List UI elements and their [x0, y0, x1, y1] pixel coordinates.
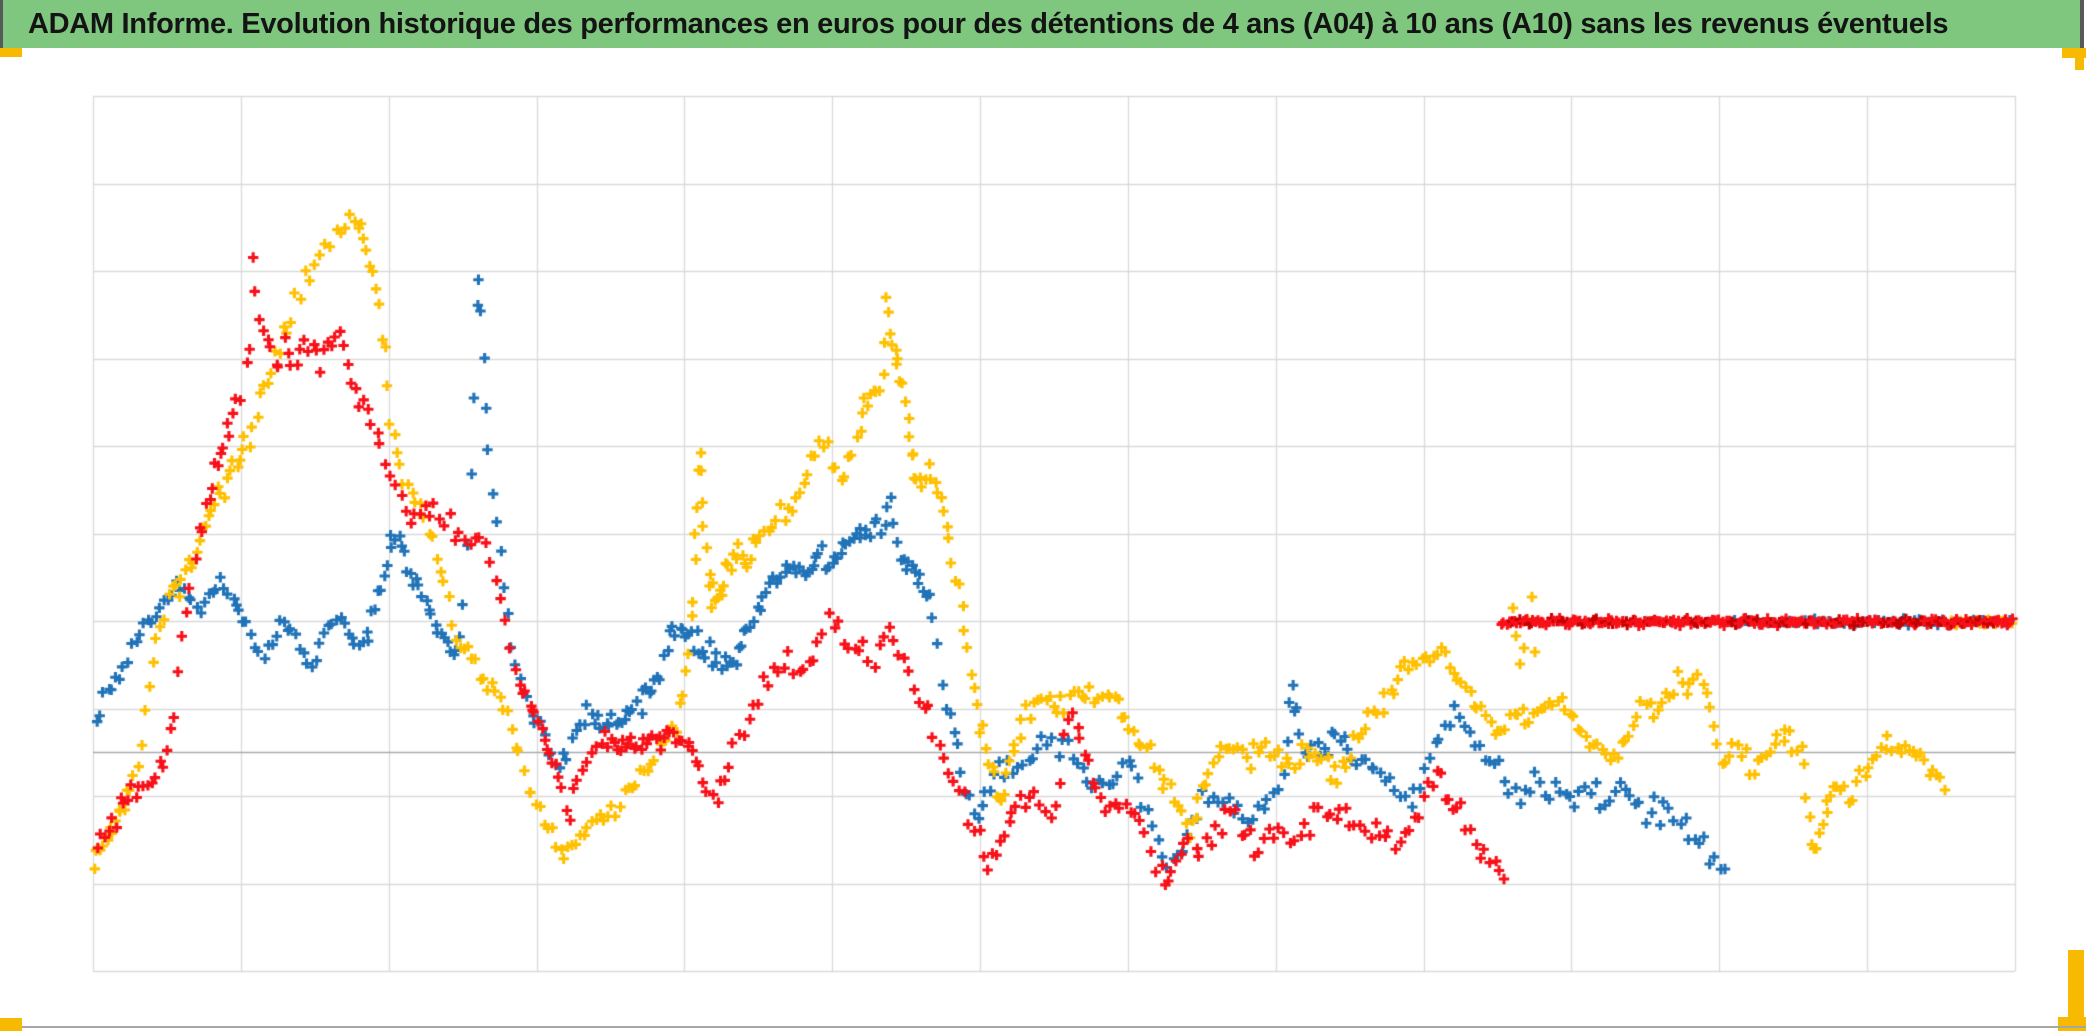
banner-left-edge — [0, 0, 3, 48]
selection-handle-bottom-right-v — [2068, 950, 2084, 1026]
selection-handle-top-right-h — [2062, 48, 2086, 58]
bottom-divider — [22, 1026, 2086, 1028]
selection-handle-top-right-v — [2075, 48, 2084, 70]
banner-right-edge — [2080, 0, 2084, 66]
selection-handle-bottom-right-h — [2058, 1017, 2086, 1031]
title-banner: ADAM Informe. Evolution historique des p… — [0, 0, 2080, 48]
selection-handle-bottom-left — [0, 1018, 22, 1031]
page-title: ADAM Informe. Evolution historique des p… — [28, 7, 1949, 40]
selection-handle-top-left — [0, 48, 22, 57]
